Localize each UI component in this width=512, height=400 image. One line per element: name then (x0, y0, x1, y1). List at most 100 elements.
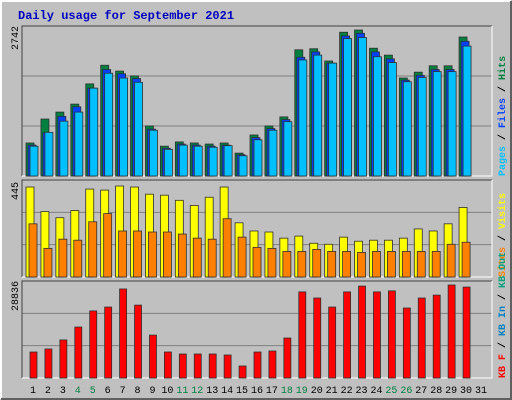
x-tick-label: 6 (105, 386, 111, 397)
bar (432, 71, 442, 177)
bar (267, 247, 277, 278)
legend: KB F / KB In / KB Out (497, 252, 509, 378)
bar (73, 239, 83, 278)
bar (253, 351, 262, 379)
bar (283, 121, 293, 177)
x-tick-label: 31 (475, 386, 487, 397)
bar (447, 71, 457, 177)
legend-entry: Visits (497, 193, 509, 229)
bar (268, 350, 277, 379)
bar (133, 230, 142, 278)
legend-entry: Hits (497, 56, 509, 80)
bar (43, 247, 53, 278)
bar (208, 353, 217, 379)
chart-title: Daily usage for September 2021 (18, 9, 234, 23)
bar (358, 285, 366, 379)
x-tick-label: 19 (296, 386, 308, 397)
bar (59, 120, 69, 177)
bar (118, 230, 127, 278)
bar (417, 297, 426, 379)
x-tick-label: 23 (356, 386, 368, 397)
bar (193, 353, 202, 379)
y-tick-label: 28836 (11, 281, 22, 311)
bar (462, 286, 471, 379)
legend-separator: / (497, 288, 509, 306)
x-tick-label: 14 (221, 386, 233, 397)
bar (207, 238, 217, 278)
bar (74, 111, 84, 177)
bar (373, 56, 382, 177)
bar (357, 252, 366, 278)
bar (28, 223, 38, 278)
bar (313, 54, 323, 177)
bar (252, 246, 262, 278)
bar (148, 231, 157, 278)
bar (58, 238, 68, 278)
bar (313, 297, 322, 379)
legend-entry: Pages (498, 146, 509, 176)
bar (192, 237, 202, 278)
bar (29, 351, 38, 379)
x-tick-label: 30 (460, 386, 472, 397)
bar (327, 251, 337, 278)
panel-border-dark (21, 280, 492, 378)
bar (417, 77, 427, 177)
bar (343, 38, 353, 177)
x-tick-label: 21 (326, 386, 338, 397)
x-tick-label: 26 (400, 386, 412, 397)
bar (238, 155, 248, 177)
bar (103, 213, 113, 278)
x-tick-label: 9 (149, 386, 155, 397)
legend-entry: KB Out (498, 252, 509, 288)
bar (283, 337, 292, 379)
bar (178, 353, 187, 379)
bar (416, 251, 426, 278)
x-tick-label: 15 (236, 386, 248, 397)
bar (88, 221, 98, 278)
bar (149, 129, 158, 177)
bar (401, 251, 411, 278)
x-tick-label: 4 (75, 386, 81, 397)
x-tick-label: 2 (45, 386, 51, 397)
x-tick-label: 5 (90, 386, 96, 397)
y-tick-label: 445 (11, 182, 22, 200)
bar (238, 365, 247, 379)
bar (44, 131, 54, 177)
bar (44, 348, 53, 379)
bar (134, 81, 143, 177)
bar (222, 218, 232, 278)
bar (223, 354, 232, 379)
panel-border-dark (21, 25, 492, 176)
bar (74, 326, 83, 379)
x-tick-label: 29 (445, 386, 457, 397)
x-tick-label: 24 (370, 386, 382, 397)
bar (387, 62, 397, 177)
x-tick-label: 28 (430, 386, 442, 397)
bar (328, 62, 338, 177)
x-tick-label: 12 (191, 386, 203, 397)
legend: Pages / Files / Hits (497, 56, 509, 176)
bar (104, 306, 113, 379)
x-tick-label: 10 (161, 386, 173, 397)
x-tick-label: 13 (206, 386, 218, 397)
legend: Sites / Visits (497, 193, 509, 277)
legend-entry: Files (497, 98, 509, 128)
x-tick-label: 25 (385, 386, 397, 397)
bar (312, 248, 322, 278)
bar (358, 37, 367, 177)
bar (208, 146, 218, 177)
bar (298, 291, 307, 379)
panel-border-light (22, 281, 493, 379)
legend-separator: / (497, 336, 509, 354)
legend-entry: Sites (497, 247, 509, 277)
bar (149, 334, 157, 379)
bar (134, 304, 142, 379)
legend-separator: / (497, 80, 509, 98)
bar (178, 144, 188, 177)
x-tick-label: 1 (30, 386, 36, 397)
legend-entry: KB In (498, 306, 509, 336)
bar (343, 291, 352, 379)
bar (446, 243, 456, 278)
bar (373, 291, 381, 379)
